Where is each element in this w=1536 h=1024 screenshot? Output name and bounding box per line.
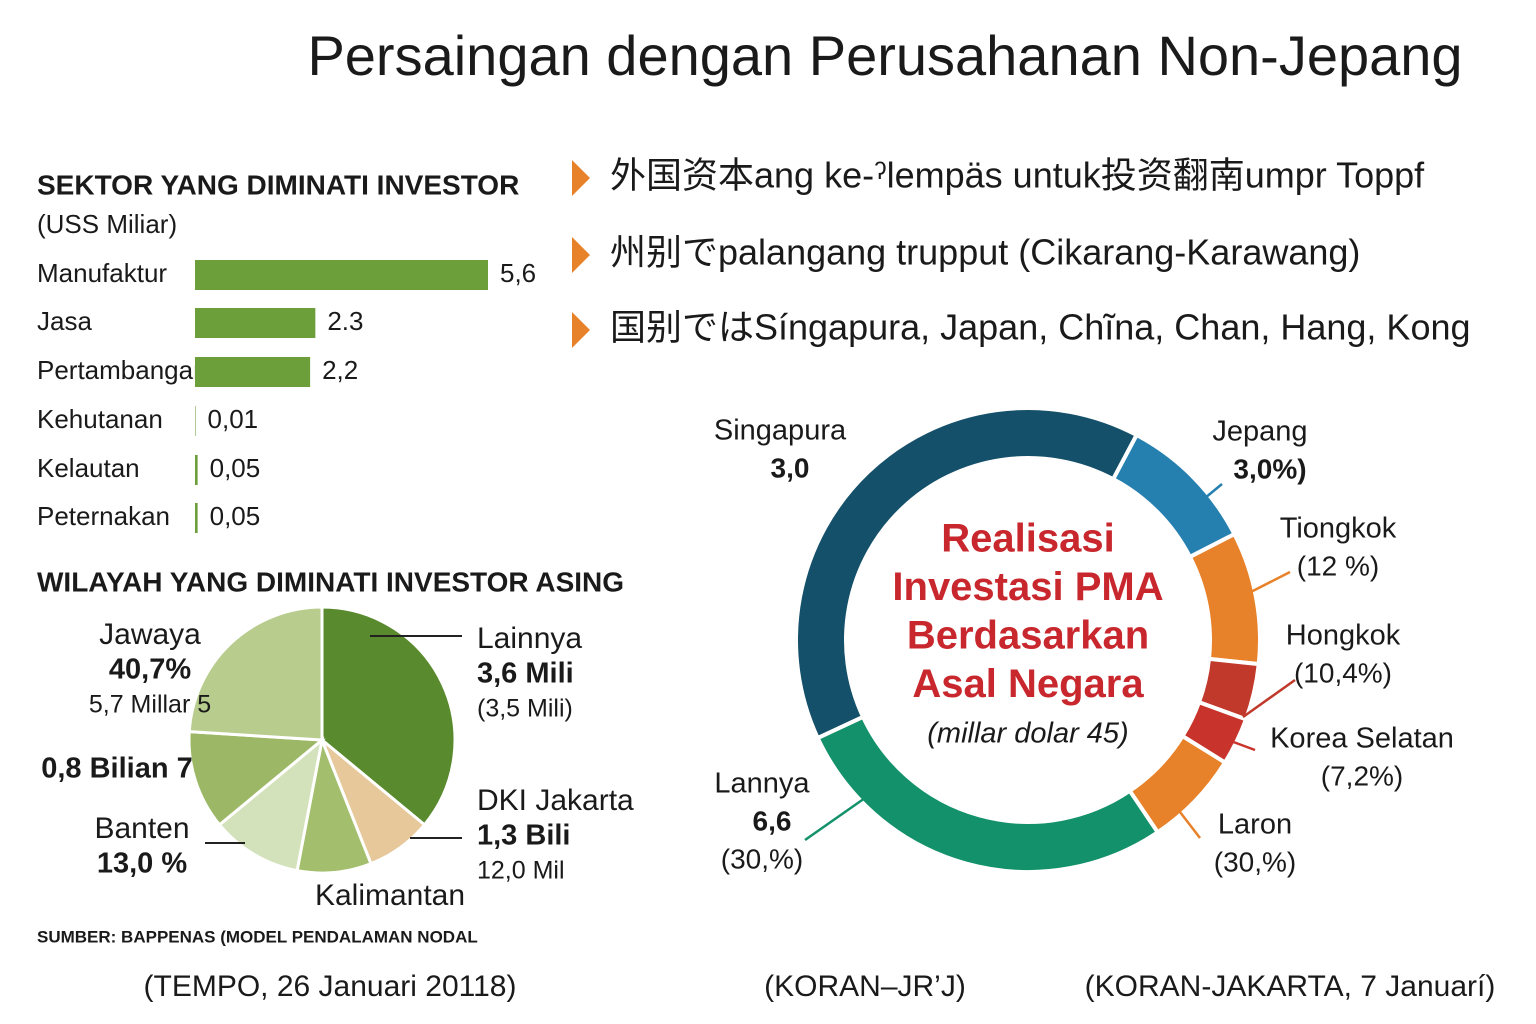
pie-value-label: 12,0 Mil xyxy=(477,857,565,885)
donut-value-label: 3,0%) xyxy=(1233,453,1306,484)
pie-slice xyxy=(187,605,324,742)
leader-line xyxy=(1179,811,1201,839)
pie-value-label: 1,3 Bili xyxy=(477,820,571,852)
bar-value: 0,05 xyxy=(210,501,261,531)
donut-value-label: (10,4%) xyxy=(1294,657,1392,688)
bar xyxy=(195,406,196,436)
donut-value-label: (30,%) xyxy=(1214,846,1296,877)
pie-slice xyxy=(187,730,326,827)
donut-segment xyxy=(794,406,1140,741)
pie-label: Lainnya xyxy=(477,622,582,655)
bar-label: Manufaktur xyxy=(37,258,167,288)
bar-label: Kehutanan xyxy=(37,404,163,434)
bar-label: Jasa xyxy=(37,306,92,336)
citation: (TEMPO, 26 Januari 20118) xyxy=(144,970,517,1003)
donut-value-label: (30,%) xyxy=(721,843,803,874)
leader-line xyxy=(804,796,866,842)
pie-value-label: 5,7 Millar 5 xyxy=(89,691,211,719)
leader-line xyxy=(1204,483,1223,499)
bar xyxy=(195,357,311,387)
bar-title: SEKTOR YANG DIMINATI INVESTOR xyxy=(37,169,519,200)
leader-line xyxy=(1244,570,1291,597)
bullet: 州别でpalangang trupput (Cikarang-Karawang) xyxy=(610,232,1360,273)
donut-center-subtitle: (millar dolar 45) xyxy=(927,718,1128,750)
bullet: 国别ではSíngapura, Japan, Chĩna, Chan, Hang,… xyxy=(610,307,1471,348)
pie-title: WILAYAH YANG DIMINATI INVESTOR ASING xyxy=(37,566,624,597)
donut-label: Jepang xyxy=(1212,416,1307,448)
pie-value-label: 3,6 Mili xyxy=(477,658,574,690)
donut-value-label: 6,6 xyxy=(753,805,792,836)
leader-line xyxy=(1242,678,1296,719)
bar xyxy=(195,260,488,290)
bar xyxy=(195,308,316,338)
bar-value: 0,05 xyxy=(210,453,261,483)
donut-center-title: Berdasarkan xyxy=(907,614,1149,658)
pie-label: DKI Jakarta xyxy=(477,784,634,817)
bullet-icon xyxy=(572,237,590,273)
leader-line xyxy=(1227,738,1256,752)
bar-value: 0,01 xyxy=(208,404,259,434)
pie-value-label: 13,0 % xyxy=(97,848,187,880)
citation: (KORAN–JR’J) xyxy=(764,970,966,1003)
bullet: 外国资本ang ke-ˀlempäs untuk投资翻南umpr Toppf xyxy=(610,155,1425,196)
bar-value: 2,2 xyxy=(322,355,358,385)
donut-segment xyxy=(815,714,1161,874)
pie-label: Kalimantan xyxy=(315,879,465,912)
bar xyxy=(195,503,198,533)
title: Persaingan dengan Perusahanan Non-Jepang xyxy=(307,24,1462,87)
donut-center-title: Realisasi xyxy=(941,517,1114,561)
bar-label: Kelautan xyxy=(37,453,140,483)
donut-label: Hongkok xyxy=(1286,620,1401,652)
source: SUMBER: BAPPENAS (MODEL PENDALAMAN NODAL xyxy=(37,927,478,946)
pie-label: Jawaya xyxy=(99,618,201,651)
citation: (KORAN-JAKARTA, 7 Januarí) xyxy=(1085,970,1496,1003)
pie-slice xyxy=(217,736,325,873)
bar-value: 5,6 xyxy=(500,258,536,288)
donut-label: Lannya xyxy=(714,768,810,800)
donut-label: Tiongkok xyxy=(1280,513,1397,545)
pie-value-label: 0,8 Bilian 7 xyxy=(41,753,193,785)
pie-label: Banten xyxy=(94,812,189,845)
pie-value-label: 40,7% xyxy=(109,654,191,686)
donut-center-title: Asal Negara xyxy=(912,662,1144,706)
donut-label: Korea Selatan xyxy=(1270,723,1454,755)
bar-label: Pertambangan xyxy=(37,355,208,385)
bar-value: 2.3 xyxy=(327,306,363,336)
donut-center-title: Investasi PMA xyxy=(892,565,1163,609)
bullet-icon xyxy=(572,160,590,196)
donut-value-label: (12 %) xyxy=(1297,550,1379,581)
bullet-icon xyxy=(572,312,590,348)
bar-subtitle: (USS Miliar) xyxy=(37,209,177,239)
pie-slice xyxy=(320,605,457,827)
donut-value-label: (7,2%) xyxy=(1321,760,1403,791)
donut-label: Singapura xyxy=(714,415,847,447)
donut-value-label: 3,0 xyxy=(771,452,810,483)
pie-value-label: (3,5 Mili) xyxy=(477,695,573,723)
donut-label: Laron xyxy=(1218,809,1292,841)
bar-label: Peternakan xyxy=(37,501,170,531)
donut-segment xyxy=(1110,432,1238,560)
bar xyxy=(195,455,198,485)
donut-segment xyxy=(1187,531,1263,667)
